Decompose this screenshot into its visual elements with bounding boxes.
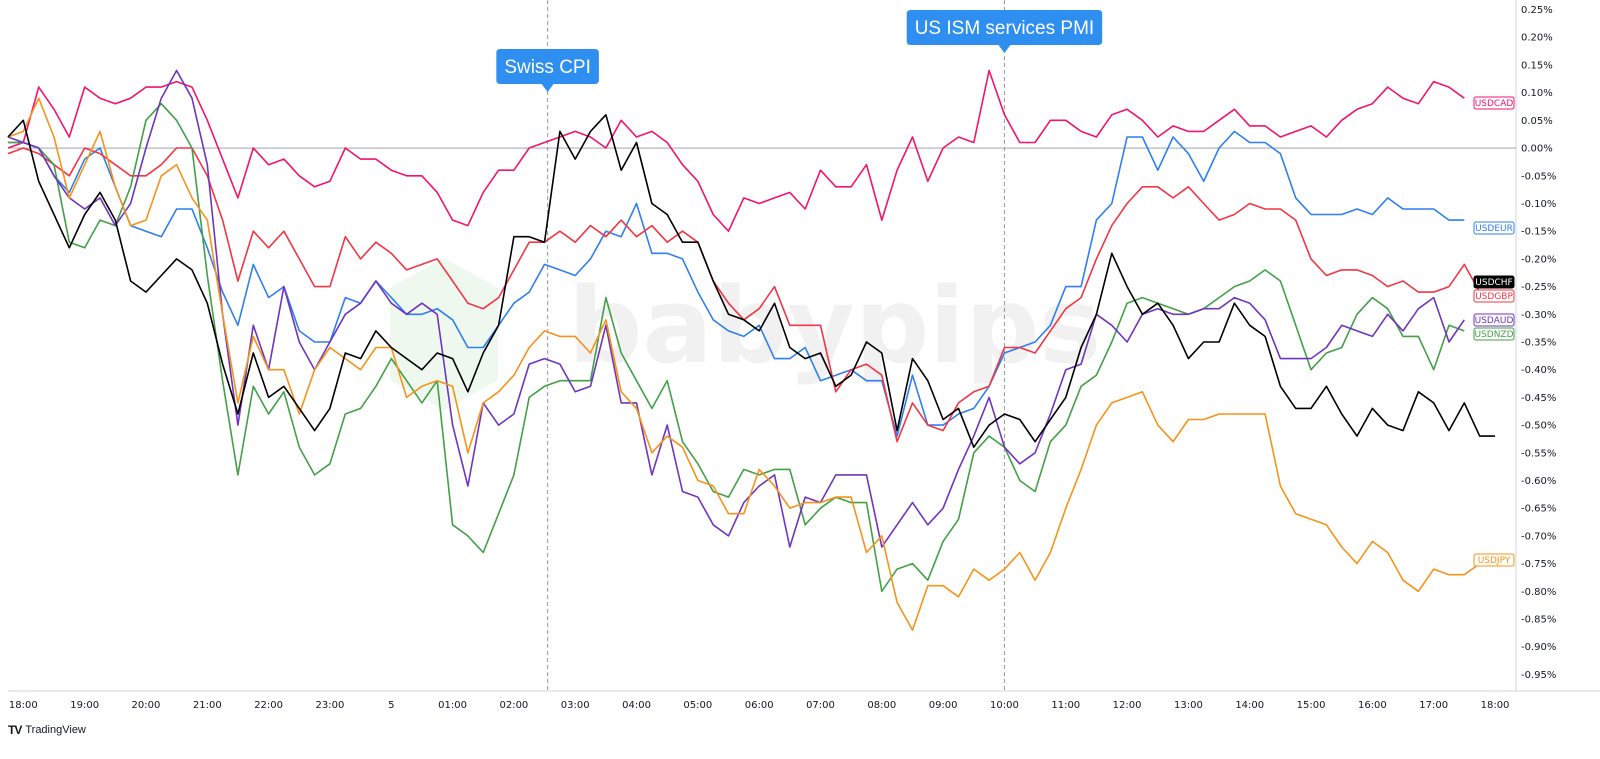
x-tick-label: 09:00 xyxy=(929,700,958,711)
end-tag-usdcad: USDCAD xyxy=(1473,96,1515,110)
end-tag-box xyxy=(1473,221,1515,235)
babypips-watermark: babypips xyxy=(390,258,1101,410)
y-tick-label: -0.90% xyxy=(1521,642,1556,653)
end-tag-box xyxy=(1473,96,1515,110)
end-tag-box xyxy=(1473,553,1515,567)
x-tick-label: 12:00 xyxy=(1113,700,1142,711)
y-tick-label: -0.40% xyxy=(1521,365,1556,376)
event-callout-box xyxy=(906,10,1103,53)
x-tick-label: 19:00 xyxy=(70,700,99,711)
series-line-usdjpy xyxy=(7,97,1481,631)
y-tick-label: -0.95% xyxy=(1521,670,1556,681)
y-tick-label: 0.20% xyxy=(1521,33,1553,44)
x-tick-label: 11:00 xyxy=(1051,700,1080,711)
plot-frame xyxy=(8,0,1600,692)
series-end-labels: USDCAD USDEUR USDCHF USDGBP USDAUD USDNZD USDJ… xyxy=(1473,96,1515,567)
x-tick-label: 06:00 xyxy=(745,700,774,711)
footer-brand: TradingView xyxy=(25,724,86,736)
y-tick-label: 0.15% xyxy=(1521,60,1553,71)
series-line-usdnzd xyxy=(8,102,1465,593)
tradingview-logo-icon: TV xyxy=(8,723,22,737)
watermark-cube-icon xyxy=(390,258,498,410)
watermark-text: babypips xyxy=(568,265,1101,387)
y-tick-label: -0.65% xyxy=(1521,504,1556,515)
y-tick-label: -0.30% xyxy=(1521,310,1556,321)
x-tick-label: 05:00 xyxy=(683,700,712,711)
end-tag-label: USDNZD xyxy=(1474,330,1513,340)
event-marker: Swiss CPI xyxy=(496,0,599,691)
y-tick-label: -0.35% xyxy=(1521,337,1556,348)
event-callout-box xyxy=(496,49,599,92)
x-tick-label: 13:00 xyxy=(1174,700,1203,711)
x-tick-label: 16:00 xyxy=(1358,700,1387,711)
x-tick-label: 04:00 xyxy=(622,700,651,711)
y-tick-label: -0.50% xyxy=(1521,421,1556,432)
end-tag-usdaud: USDAUD xyxy=(1473,313,1515,327)
x-tick-label: 18:00 xyxy=(9,700,38,711)
x-tick-label: 10:00 xyxy=(990,700,1019,711)
end-tag-label: USDCAD xyxy=(1475,99,1514,109)
end-tag-label: USDCHF xyxy=(1475,278,1512,288)
y-tick-label: -0.85% xyxy=(1521,614,1556,625)
series-line-usdcad xyxy=(7,69,1465,232)
event-label: US ISM services PMI xyxy=(915,18,1094,39)
y-tick-label: -0.45% xyxy=(1521,393,1556,404)
end-tag-box xyxy=(1473,327,1515,341)
end-tag-usdnzd: USDNZD xyxy=(1473,327,1515,341)
y-tick-label: -0.05% xyxy=(1521,171,1556,182)
end-tag-usdchf: USDCHF xyxy=(1473,275,1515,289)
x-tick-label: 03:00 xyxy=(561,700,590,711)
series-line-usdaud xyxy=(7,69,1465,548)
event-markers: Swiss CPI US ISM services PMI xyxy=(496,0,1103,691)
end-tag-box xyxy=(1473,275,1515,289)
series-line-usdeur xyxy=(8,130,1465,437)
y-tick-label: 0.05% xyxy=(1521,116,1553,127)
end-tag-box xyxy=(1473,289,1515,303)
event-label: Swiss CPI xyxy=(504,57,591,78)
footer: TV TradingView xyxy=(8,723,86,737)
end-tag-usdgbp: USDGBP xyxy=(1473,289,1515,303)
x-tick-label: 22:00 xyxy=(254,700,283,711)
y-tick-label: 0.10% xyxy=(1521,88,1553,99)
x-tick-label: 5 xyxy=(388,700,394,711)
x-tick-label: 02:00 xyxy=(499,700,528,711)
y-tick-label: -0.15% xyxy=(1521,227,1556,238)
x-tick-label: 07:00 xyxy=(806,700,835,711)
y-tick-label: -0.55% xyxy=(1521,448,1556,459)
y-tick-label: -0.80% xyxy=(1521,587,1556,598)
y-tick-label: -0.20% xyxy=(1521,254,1556,265)
series-lines xyxy=(7,69,1495,631)
y-tick-label: 0.25% xyxy=(1521,5,1553,16)
series-line-usdchf xyxy=(7,114,1495,449)
end-tag-label: USDEUR xyxy=(1475,224,1513,234)
x-tick-label: 21:00 xyxy=(193,700,222,711)
x-tick-label: 20:00 xyxy=(132,700,161,711)
y-axis: 0.25% 0.20% 0.15% 0.10% 0.05% 0.00% -0.05% -0.1… xyxy=(1521,5,1556,681)
y-tick-label: 0.00% xyxy=(1521,144,1553,155)
end-tag-usdeur: USDEUR xyxy=(1473,221,1515,235)
event-marker: US ISM services PMI xyxy=(906,0,1103,691)
x-axis: 18:00 19:00 20:00 21:00 22:00 23:00 5 01:00 02:0… xyxy=(9,700,1510,711)
x-tick-label: 01:00 xyxy=(438,700,467,711)
x-tick-label: 23:00 xyxy=(316,700,345,711)
y-tick-label: -0.75% xyxy=(1521,559,1556,570)
x-tick-label: 18:00 xyxy=(1481,700,1510,711)
y-tick-label: -0.25% xyxy=(1521,282,1556,293)
y-tick-label: -0.10% xyxy=(1521,199,1556,210)
x-tick-label: 08:00 xyxy=(867,700,896,711)
y-tick-label: -0.70% xyxy=(1521,531,1556,542)
x-tick-label: 15:00 xyxy=(1297,700,1326,711)
end-tag-label: USDJPY xyxy=(1478,556,1511,566)
end-tag-usdjpy: USDJPY xyxy=(1473,553,1515,567)
y-tick-label: -0.60% xyxy=(1521,476,1556,487)
end-tag-label: USDAUD xyxy=(1475,316,1514,326)
end-tag-label: USDGBP xyxy=(1475,292,1513,302)
end-tag-box xyxy=(1473,313,1515,327)
x-tick-label: 14:00 xyxy=(1235,700,1264,711)
x-tick-label: 17:00 xyxy=(1419,700,1448,711)
